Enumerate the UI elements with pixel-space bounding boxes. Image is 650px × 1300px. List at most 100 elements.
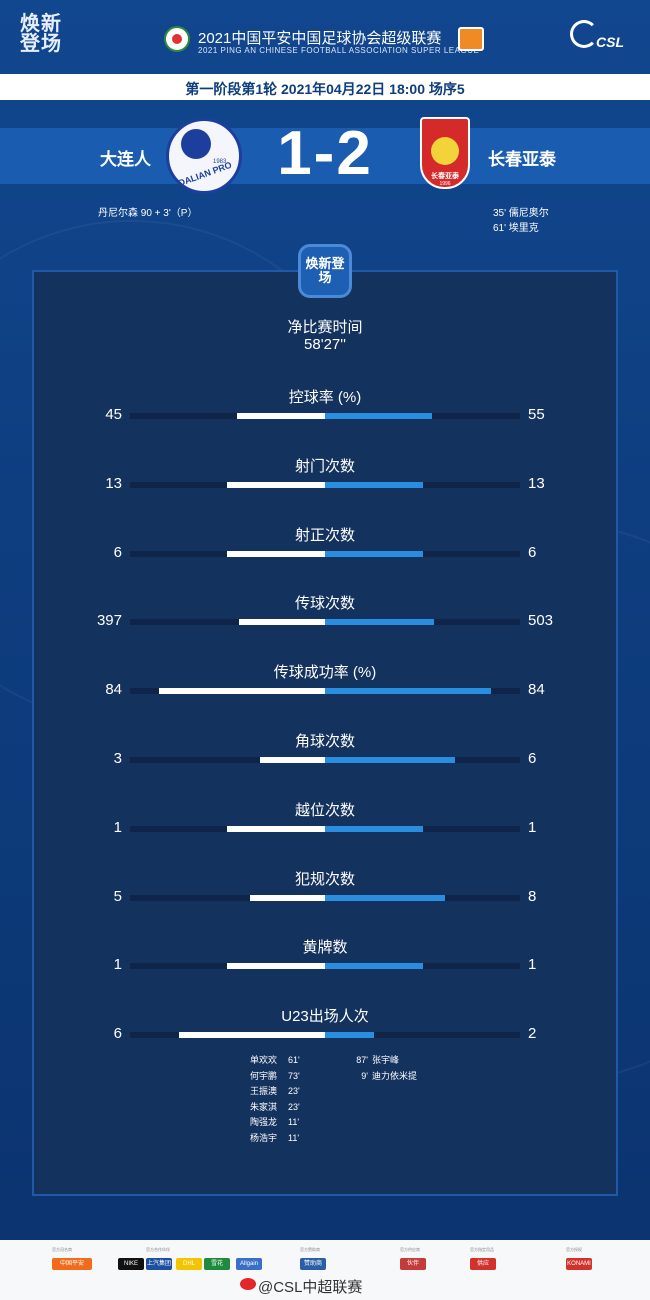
score-band xyxy=(0,128,650,184)
sponsor-caption: 官方赞助商 xyxy=(300,1247,320,1252)
sponsor-logo: 伙伴 xyxy=(400,1258,426,1270)
sponsor-name: 伙伴 xyxy=(406,1261,419,1267)
sponsor-logo: KONAMI xyxy=(566,1258,592,1270)
home-stat-value: 1 xyxy=(113,818,122,836)
sponsor-name: 赞助商 xyxy=(303,1261,322,1267)
stat-label: 射门次数 xyxy=(294,457,355,475)
sponsor-name: DHL xyxy=(182,1261,195,1267)
sponsor-name: Allgain xyxy=(239,1261,258,1267)
away-scorer: 61' 埃里克 xyxy=(493,223,539,234)
u23-player-minute: 23' xyxy=(288,1101,300,1112)
net-time-value: 58'27'' xyxy=(304,336,346,353)
home-stat-value: 397 xyxy=(96,612,122,630)
u23-home-row: 朱家淇 23' xyxy=(250,1100,300,1116)
home-team-logo-icon: DALIAN PRO 1983 xyxy=(166,118,242,194)
sponsor-caption: 官方授权 xyxy=(566,1247,582,1252)
away-stat-bar xyxy=(325,757,455,763)
away-team-logo-icon: 长春亚泰 1996 xyxy=(420,117,470,189)
stat-label: 犯规次数 xyxy=(294,870,355,888)
sponsor-caption: 官方指定用品 xyxy=(470,1247,494,1252)
u23-away-row: 9' 迪力依米提 xyxy=(346,1069,417,1085)
away-stat-value: 6 xyxy=(528,543,537,561)
stat-row: 越位次数 1 1 xyxy=(0,799,650,859)
weibo-icon xyxy=(240,1278,256,1290)
home-stat-value: 84 xyxy=(105,681,122,699)
sponsor-logo: DHL xyxy=(176,1258,202,1270)
stat-label: 控球率 (%) xyxy=(288,389,362,406)
home-stat-bar xyxy=(237,413,325,419)
weibo-watermark: @CSL中超联赛 xyxy=(258,1279,363,1296)
u23-player-minute: 9' xyxy=(361,1070,368,1081)
away-stat-value: 2 xyxy=(528,1025,537,1043)
home-stat-bar xyxy=(179,1032,325,1039)
u23-home-list: 单欢欢 61' 何宇鹏 73' 王振澳 23' 朱家淇 23' 陶强龙 11' 杨浩宇 11' xyxy=(250,1053,300,1147)
stat-row: 传球成功率 (%) 84 84 xyxy=(0,661,650,721)
panel-badge-icon xyxy=(298,244,352,298)
net-time-label: 净比赛时间 xyxy=(287,319,363,336)
home-stat-bar xyxy=(227,825,325,832)
sponsor-footer xyxy=(0,1240,650,1300)
u23-player-minute: 11' xyxy=(288,1132,300,1143)
u23-player-minute: 23' xyxy=(288,1086,300,1097)
stat-label: U23出场人次 xyxy=(281,1008,369,1026)
home-stat-value: 45 xyxy=(105,406,122,423)
sponsor-caption: 官方冠名商 xyxy=(52,1247,72,1252)
home-stat-bar xyxy=(239,619,325,626)
sponsor-name: 供应 xyxy=(476,1261,489,1267)
match-score: 1-2 xyxy=(277,119,373,188)
u23-home-row: 陶强龙 11' xyxy=(250,1115,300,1131)
home-stat-bar xyxy=(260,757,325,763)
league-title: 2021中国平安中国足球协会超级联赛 xyxy=(198,30,442,47)
away-stat-value: 8 xyxy=(528,887,537,905)
stat-label: 传球成功率 (%) xyxy=(273,664,377,682)
u23-home-row: 何宇鹏 73' xyxy=(250,1069,300,1085)
away-stat-bar xyxy=(325,825,423,832)
stat-row: 黄牌数 1 1 xyxy=(0,936,650,996)
u23-player-minute: 87' xyxy=(356,1055,368,1065)
home-stat-bar xyxy=(227,963,325,970)
stat-row: 射门次数 13 13 xyxy=(0,455,650,515)
away-stat-value: 55 xyxy=(528,406,545,423)
csl-logo: CSL xyxy=(596,34,624,50)
brand-logo: 焕新登场 xyxy=(20,13,62,55)
stat-label: 射正次数 xyxy=(294,526,355,544)
away-stat-bar xyxy=(325,481,423,488)
u23-player-name: 王振澳 xyxy=(250,1086,278,1097)
sponsor-name: 中国平安 xyxy=(59,1261,84,1267)
u23-player-minute: 61' xyxy=(288,1055,300,1065)
stat-row: U23出场人次 6 2 xyxy=(0,1005,650,1065)
away-stat-value: 1 xyxy=(528,818,537,836)
away-stat-bar xyxy=(325,688,491,695)
home-logo-year: 1983 xyxy=(213,159,227,165)
cfa-emblem-icon xyxy=(164,26,190,52)
stat-row: 传球次数 397 503 xyxy=(0,592,650,652)
u23-player-name: 杨浩宇 xyxy=(250,1132,278,1143)
sponsor-badge-icon xyxy=(458,27,484,51)
football-icon xyxy=(181,129,211,159)
u23-player-name: 何宇鹏 xyxy=(250,1070,278,1081)
away-stat-value: 1 xyxy=(528,956,537,974)
away-stat-bar xyxy=(325,413,432,419)
sponsor-name: NIKE xyxy=(123,1261,138,1267)
away-stat-bar xyxy=(325,550,423,557)
home-stat-bar xyxy=(159,688,325,695)
away-stat-value: 13 xyxy=(528,474,545,492)
match-info-bar xyxy=(0,74,650,100)
stat-row: 角球次数 3 6 xyxy=(0,730,650,790)
emblem-center-icon xyxy=(431,137,459,165)
away-stat-bar xyxy=(325,894,445,901)
stat-label: 角球次数 xyxy=(294,733,355,750)
u23-away-list: 87' 张宇峰 9' 迪力依米提 xyxy=(346,1053,417,1084)
sponsor-logo: 供应 xyxy=(470,1258,496,1270)
u23-home-row: 杨浩宇 11' xyxy=(250,1131,300,1147)
away-stat-bar xyxy=(325,619,434,626)
stat-label: 传球次数 xyxy=(294,595,355,613)
sponsor-logo: 中国平安 xyxy=(52,1258,92,1270)
sponsor-caption: 官方供应商 xyxy=(400,1247,420,1252)
u23-player-minute: 11' xyxy=(288,1117,300,1128)
away-stat-value: 503 xyxy=(528,612,554,630)
home-stat-value: 3 xyxy=(113,750,122,767)
u23-player-name: 单欢欢 xyxy=(250,1055,278,1065)
u23-away-row: 87' 张宇峰 xyxy=(346,1053,417,1069)
away-team-name: 长春亚泰 xyxy=(488,150,556,169)
